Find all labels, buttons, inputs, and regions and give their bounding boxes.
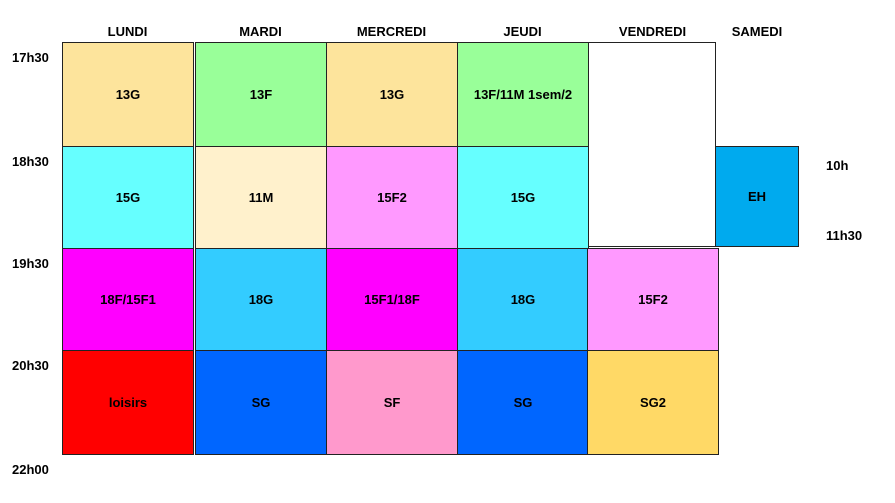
class-label: SG (513, 395, 533, 410)
class-cell: 13F (195, 42, 327, 147)
class-label: 15F1/18F (364, 292, 420, 307)
class-label: 11M (248, 190, 274, 205)
day-header: JEUDI (503, 24, 542, 39)
day-header: SAMEDI (731, 24, 783, 39)
time-label: 19h30 (12, 256, 49, 271)
class-cell: 13G (326, 42, 458, 147)
class-cell: 15F2 (326, 146, 458, 249)
class-cell: SG2 (587, 350, 719, 455)
class-label: 15F2 (377, 190, 407, 205)
class-cell: 18F/15F1 (62, 248, 194, 351)
class-label: SG2 (639, 395, 666, 410)
class-label: 18F/15F1 (100, 292, 156, 307)
time-label: 18h30 (12, 154, 49, 169)
class-cell: EH (715, 146, 799, 247)
time-label: 17h30 (12, 50, 49, 65)
end-time: 11h30 (826, 228, 863, 243)
class-label: 15G (510, 190, 536, 205)
class-label: EH (747, 189, 767, 204)
class-cell: 18G (457, 248, 589, 351)
class-label: 13G (379, 87, 405, 102)
day-header: LUNDI (107, 24, 148, 39)
class-cell: 15G (457, 146, 589, 249)
class-cell: SG (457, 350, 589, 455)
day-header: MARDI (239, 24, 282, 39)
class-label: 18G (510, 292, 536, 307)
class-cell: 15F2 (587, 248, 719, 351)
day-header: VENDREDI (618, 24, 687, 39)
class-label: SF (383, 395, 401, 410)
class-cell: 13G (62, 42, 194, 147)
class-label: 18G (248, 292, 274, 307)
class-label: 15F2 (638, 292, 668, 307)
empty-cell (587, 42, 716, 247)
class-label: SG (251, 395, 271, 410)
class-cell: 11M (195, 146, 327, 249)
start-time: 10h (826, 158, 849, 173)
class-label: 13F (249, 87, 273, 102)
class-cell: 15G (62, 146, 194, 249)
time-label: 20h30 (12, 358, 49, 373)
day-header: MERCREDI (356, 24, 427, 39)
class-label: 13G (115, 87, 141, 102)
class-cell: SG (195, 350, 327, 455)
class-cell: SF (326, 350, 458, 455)
class-label: 15G (115, 190, 141, 205)
time-label: 22h00 (12, 462, 49, 477)
class-label: 13F/11M 1sem/2 (473, 87, 573, 102)
class-label: loisirs (108, 395, 148, 410)
class-cell: 13F/11M 1sem/2 (457, 42, 589, 147)
class-cell: 15F1/18F (326, 248, 458, 351)
class-cell: 18G (195, 248, 327, 351)
class-cell: loisirs (62, 350, 194, 455)
